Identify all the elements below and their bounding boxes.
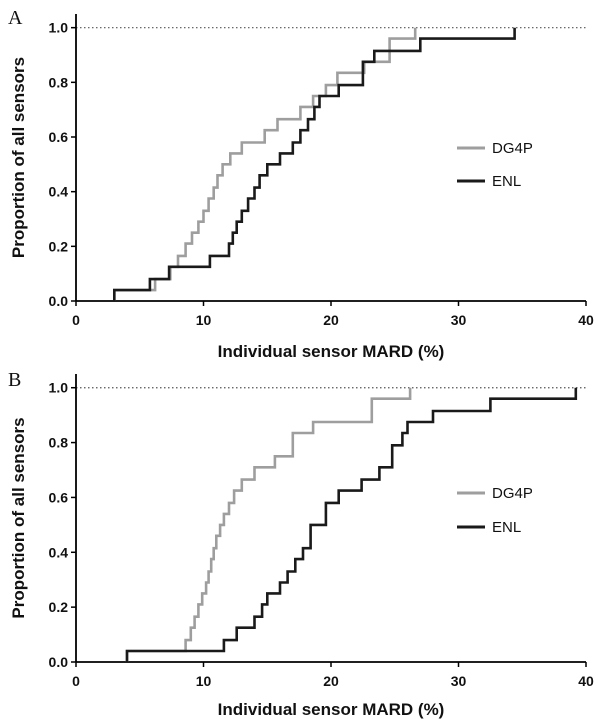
y-tick-label: 0.4 (49, 544, 69, 560)
y-tick-label: 0.2 (49, 599, 69, 615)
legend-label-dg4p: DG4P (492, 485, 533, 502)
x-tick-label: 10 (196, 312, 212, 328)
y-tick-label: 0.2 (49, 238, 69, 254)
x-tick-label: 30 (451, 312, 467, 328)
series-line-dg4p (125, 387, 412, 662)
x-tick-label: 0 (72, 312, 80, 328)
legend-label-enl: ENL (492, 519, 521, 536)
y-tick-label: 1.0 (49, 20, 69, 36)
legend-label-enl: ENL (492, 173, 521, 190)
y-axis-title: Proportion of all sensors (9, 57, 28, 258)
x-tick-label: 0 (72, 673, 80, 689)
series-line-dg4p (113, 27, 417, 301)
series-line-enl (125, 387, 578, 662)
x-tick-label: 20 (323, 673, 339, 689)
series-line-enl (113, 27, 516, 301)
y-tick-label: 0.8 (49, 74, 69, 90)
y-tick-label: 1.0 (49, 380, 69, 396)
y-tick-label: 0.6 (49, 129, 69, 145)
y-tick-label: 0.0 (49, 293, 69, 309)
legend-label-dg4p: DG4P (492, 140, 533, 157)
x-tick-label: 40 (578, 312, 594, 328)
y-tick-label: 0.0 (49, 654, 69, 670)
x-tick-label: 30 (451, 673, 467, 689)
panel-letter-b: B (8, 369, 21, 391)
x-tick-label: 10 (196, 673, 212, 689)
x-axis-title: Individual sensor MARD (%) (218, 342, 445, 361)
x-axis-title: Individual sensor MARD (%) (218, 700, 445, 719)
y-tick-label: 0.8 (49, 435, 69, 451)
x-tick-label: 20 (323, 312, 339, 328)
y-tick-label: 0.6 (49, 489, 69, 505)
panel-letter-a: A (8, 7, 23, 29)
x-tick-label: 40 (578, 673, 594, 689)
y-axis-title: Proportion of all sensors (9, 417, 28, 618)
y-tick-label: 0.4 (49, 184, 69, 200)
